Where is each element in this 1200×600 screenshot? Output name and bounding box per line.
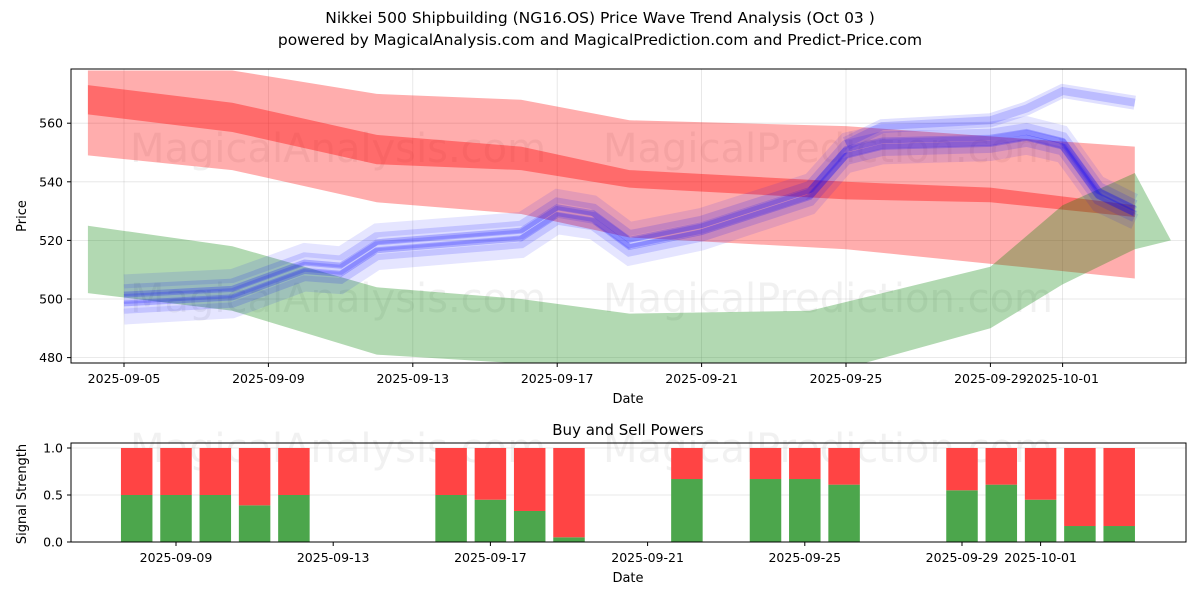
price-y-tick-label: 560 — [39, 116, 63, 131]
sell-bar — [474, 448, 507, 500]
signal-y-tick-label: 1.0 — [43, 441, 63, 456]
sell-bar — [985, 448, 1018, 485]
price-y-tick-label: 520 — [39, 233, 63, 248]
buy-bar — [828, 484, 860, 542]
buy-bar — [1024, 499, 1057, 542]
sell-bar — [553, 448, 585, 538]
price-x-tick-label: 2025-10-01 — [1026, 371, 1099, 386]
green-band — [87, 173, 1171, 363]
buy-bar — [238, 505, 271, 542]
signal-bars — [120, 448, 1135, 542]
sell-bar — [160, 448, 192, 495]
signal-y-tick-label: 0.5 — [43, 488, 63, 503]
signal-x-tick-label: 2025-09-13 — [297, 550, 370, 565]
blue-wave-layer — [123, 115, 1138, 289]
price-y-tick-label: 480 — [39, 350, 63, 365]
sell-bar — [1103, 448, 1135, 527]
sell-bar — [1024, 448, 1057, 500]
sell-bar — [513, 448, 546, 511]
buy-bar — [120, 495, 153, 542]
watermark-prediction-top: MagicalPrediction.com — [603, 126, 1053, 172]
blue-wave-layer — [123, 134, 1138, 314]
price-waves — [123, 83, 1139, 325]
sell-bar — [946, 448, 978, 491]
buy-bar — [671, 479, 703, 542]
blue-wave-layer — [123, 122, 1138, 297]
price-x-axis-label: Date — [612, 392, 643, 407]
sell-bar — [199, 448, 232, 495]
sell-bar — [789, 448, 821, 480]
signal-x-axis-label: Date — [612, 571, 643, 586]
price-x-tick-label: 2025-09-13 — [376, 371, 449, 386]
price-x-ticks: 2025-09-05 2025-09-09 2025-09-13 2025-09-17… — [88, 363, 1099, 386]
blue-wave-layer — [123, 138, 1139, 325]
price-x-tick-label: 2025-09-17 — [521, 371, 594, 386]
price-x-tick-label: 2025-09-25 — [810, 371, 883, 386]
sell-bar — [120, 448, 153, 495]
watermark-analysis-mid: MagicalAnalysis.com — [130, 276, 546, 322]
buy-bar — [1064, 526, 1096, 542]
price-x-tick-label: 2025-09-09 — [232, 371, 305, 386]
signal-y-ticks: 0.0 0.5 1.0 — [43, 441, 71, 550]
buy-sell-title: Buy and Sell Powers — [552, 421, 704, 439]
buy-bar — [278, 495, 310, 542]
signal-x-tick-label: 2025-09-25 — [768, 550, 841, 565]
buy-bar — [553, 537, 585, 542]
red-outer-band — [87, 70, 1135, 279]
signal-x-tick-label: 2025-09-21 — [611, 550, 684, 565]
signal-plot-frame — [70, 442, 1187, 543]
sell-bar — [671, 448, 703, 480]
price-plot-frame — [70, 68, 1187, 364]
blue-wave-layer — [123, 134, 1137, 307]
signal-x-tick-label: 2025-09-09 — [140, 550, 213, 565]
price-grid — [71, 69, 1186, 363]
price-x-tick-label: 2025-09-29 — [954, 371, 1027, 386]
buy-bar — [946, 490, 978, 542]
watermark-prediction-bottom: MagicalPrediction.com — [603, 426, 1053, 472]
price-y-tick-label: 540 — [39, 174, 63, 189]
watermark-analysis-top: MagicalAnalysis.com — [130, 126, 546, 172]
signal-x-tick-label: 2025-10-01 — [1004, 550, 1077, 565]
blue-wave-upper-layer — [844, 86, 1136, 148]
buy-bar — [789, 479, 821, 542]
chart-title: Nikkei 500 Shipbuilding (NG16.OS) Price … — [325, 9, 875, 27]
buy-bar — [985, 484, 1018, 542]
buy-sell-plot: Buy and Sell Powers MagicalAnalysis.com … — [15, 421, 1187, 586]
price-y-axis-label: Price — [15, 200, 30, 232]
buy-bar — [1103, 526, 1135, 542]
blue-wave-layer — [123, 129, 1137, 304]
buy-bar — [749, 479, 782, 542]
buy-bar — [513, 510, 546, 542]
blue-wave-layer — [123, 128, 1137, 298]
signal-x-tick-label: 2025-09-17 — [454, 550, 527, 565]
watermark-prediction-mid: MagicalPrediction.com — [603, 276, 1053, 322]
sell-bar — [435, 448, 467, 495]
sell-bar — [749, 448, 782, 480]
buy-bar — [199, 495, 232, 542]
buy-bar — [160, 495, 192, 542]
sell-bar — [278, 448, 310, 495]
blue-wave-upper-layer — [842, 83, 1136, 151]
signal-y-axis-label: Signal Strength — [15, 444, 30, 544]
buy-bar — [474, 499, 507, 542]
price-x-tick-label: 2025-09-21 — [665, 371, 738, 386]
price-y-ticks: 480 500 520 540 560 — [39, 116, 71, 365]
sell-bar — [828, 448, 860, 485]
signal-x-tick-label: 2025-09-29 — [926, 550, 999, 565]
signal-x-ticks: 2025-09-09 2025-09-13 2025-09-17 2025-09-21… — [140, 542, 1077, 565]
price-y-tick-label: 500 — [39, 292, 63, 307]
red-inner-band — [87, 85, 1135, 217]
price-x-tick-label: 2025-09-05 — [88, 371, 161, 386]
buy-bar — [435, 495, 467, 542]
price-bands — [87, 70, 1171, 363]
sell-bar — [238, 448, 271, 506]
signal-y-tick-label: 0.0 — [43, 535, 63, 550]
sell-bar — [1064, 448, 1096, 527]
price-wave-plot: MagicalAnalysis.com MagicalPrediction.co… — [15, 68, 1187, 407]
chart-subtitle: powered by MagicalAnalysis.com and Magic… — [277, 31, 923, 49]
